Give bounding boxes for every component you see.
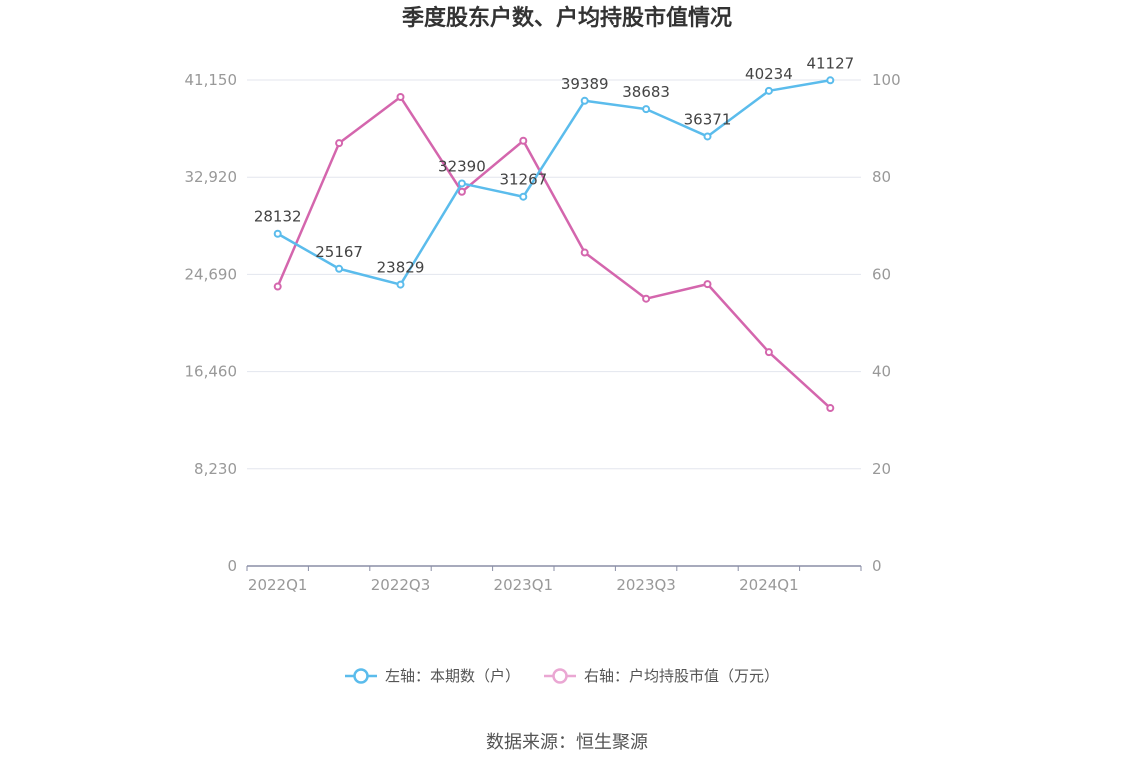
left-tick-label: 8,230	[194, 460, 237, 478]
left-tick-label: 24,690	[185, 265, 238, 283]
households-point	[826, 76, 835, 85]
right-tick-label: 60	[872, 265, 891, 283]
households-point	[457, 179, 466, 188]
legend-households: 左轴：本期数（户）	[345, 667, 520, 685]
households-point	[580, 96, 589, 105]
left-tick-label: 41,150	[185, 71, 238, 89]
households-point	[335, 264, 344, 273]
avg-holding-value-point	[703, 280, 712, 289]
right-tick-label: 0	[872, 557, 882, 575]
avg-holding-value-line	[276, 95, 832, 409]
avg-holding-value-point	[335, 139, 344, 148]
legend: 左轴：本期数（户） 右轴：户均持股市值（万元）	[345, 667, 779, 685]
households-data-label: 32390	[438, 157, 486, 175]
avg-holding-value-point	[273, 282, 282, 291]
avg-holding-value-point	[826, 404, 835, 413]
households-point	[703, 132, 712, 141]
households-data-label: 38683	[622, 83, 670, 101]
x-tick-label: 2022Q3	[371, 576, 431, 594]
households-data-label: 25167	[315, 243, 363, 261]
legend-marker	[353, 668, 369, 684]
households-data-label: 40234	[745, 65, 793, 83]
left-tick-label: 32,920	[185, 168, 238, 186]
axes: 0 0 8,230 20 16,460 40 24,690 60 32,920 80 41,150 1…	[185, 71, 901, 594]
x-tick-label: 2022Q1	[248, 576, 308, 594]
chart-title: 季度股东户数、户均持股市值情况	[402, 5, 732, 31]
avg-holding-value-point	[519, 136, 528, 145]
series-layer	[273, 76, 835, 413]
households-data-label: 41127	[806, 54, 854, 72]
households-data-label: 31267	[499, 171, 547, 189]
grid-lines	[247, 79, 861, 470]
avg-holding-value-point	[580, 248, 589, 257]
avg-holding-value-point	[764, 348, 773, 357]
right-tick-label: 100	[872, 71, 901, 89]
households-line	[277, 79, 831, 286]
right-tick-label: 80	[872, 168, 891, 186]
right-tick-label: 20	[872, 460, 891, 478]
households-point	[764, 86, 773, 95]
legend-avg-holding-value: 右轴：户均持股市值（万元）	[544, 667, 779, 685]
legend-marker	[552, 668, 568, 684]
households-point	[519, 192, 528, 201]
x-tick-label: 2024Q1	[739, 576, 799, 594]
x-tick-label: 2023Q3	[616, 576, 676, 594]
x-tick-label: 2023Q1	[494, 576, 554, 594]
households-data-label: 36371	[684, 110, 732, 128]
households-data-label: 23829	[377, 259, 425, 277]
households-data-label: 28132	[254, 208, 302, 226]
data-source: 数据来源：恒生聚源	[486, 732, 648, 753]
households-data-label: 39389	[561, 75, 609, 93]
avg-holding-value-point	[396, 93, 405, 102]
households-point	[396, 280, 405, 289]
avg-holding-value-point	[457, 187, 466, 196]
avg-holding-value-point	[642, 294, 651, 303]
households-point	[642, 105, 651, 114]
left-tick-label: 16,460	[185, 363, 238, 381]
data-labels: 28132 25167 23829 32390 31267 39389 38683 36371…	[254, 54, 854, 276]
households-point	[273, 229, 282, 238]
left-tick-label: 0	[227, 557, 237, 575]
legend-label: 右轴：户均持股市值（万元）	[584, 667, 779, 685]
legend-label: 左轴：本期数（户）	[385, 667, 520, 685]
right-tick-label: 40	[872, 363, 891, 381]
